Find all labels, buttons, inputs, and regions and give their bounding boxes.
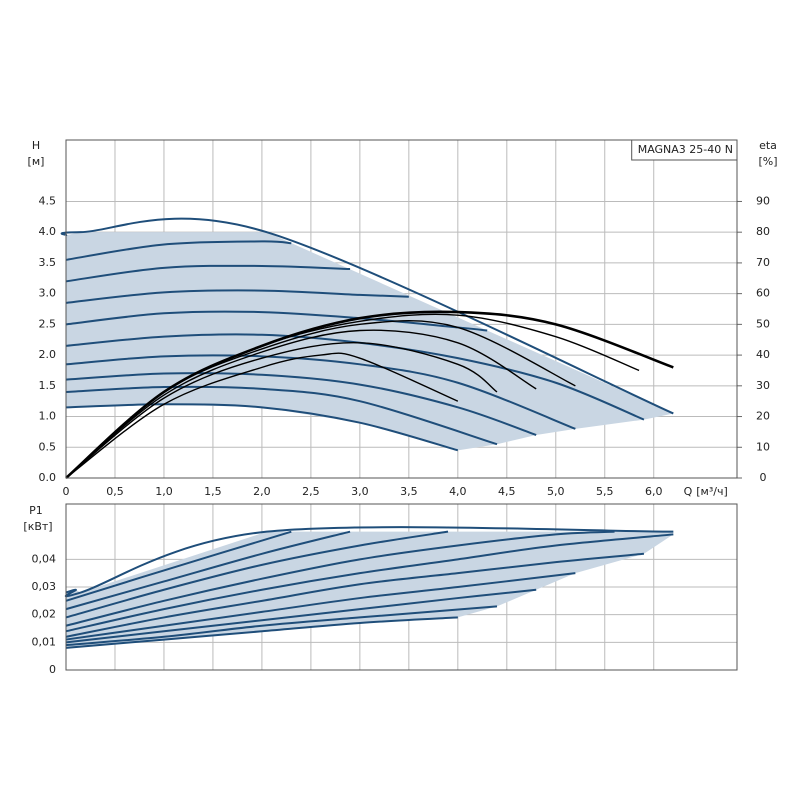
y2-axis-unit: [%]: [758, 155, 777, 168]
y2-tick-label: 40: [756, 348, 770, 361]
performance-curve: [65, 403, 459, 452]
performance-curve: [65, 530, 449, 619]
y-axis-label: P1: [29, 504, 43, 517]
y-tick-label: 3.5: [39, 256, 57, 269]
performance-curve: [64, 526, 674, 598]
x-tick-label: 5,0: [547, 485, 565, 498]
y2-tick-label: 70: [756, 256, 770, 269]
performance-curve: [60, 217, 674, 415]
y-tick-label: 0,04: [32, 552, 57, 565]
y-tick-label: 0.0: [39, 471, 57, 484]
performance-curve: [65, 588, 537, 644]
y2-axis-label: eta: [759, 139, 777, 152]
x-tick-label: 0: [63, 485, 70, 498]
y-tick-label: 1.5: [39, 379, 57, 392]
performance-curve: [65, 530, 351, 611]
y2-tick-label: 60: [756, 287, 770, 300]
y2-tick-label: 80: [756, 225, 770, 238]
plot-frame: [65, 139, 738, 479]
x-axis-unit: [м³/ч]: [696, 485, 728, 498]
y-tick-label: 3.0: [39, 287, 57, 300]
y-axis-unit: [м]: [28, 155, 45, 168]
x-tick-label: 4,5: [498, 485, 516, 498]
x-tick-label: 1,0: [155, 485, 173, 498]
y2-tick-label: 30: [756, 379, 770, 392]
operating-area: [66, 232, 674, 451]
x-tick-label: 5,5: [596, 485, 614, 498]
chart-title: MAGNA3 25-40 N: [638, 143, 733, 156]
x-tick-label: 4,0: [449, 485, 467, 498]
y2-tick-label: 0: [760, 471, 767, 484]
performance-curve: [65, 530, 615, 627]
y2-tick-label: 20: [756, 410, 770, 423]
efficiency-curve: [65, 329, 537, 479]
performance-curve: [65, 616, 458, 649]
x-tick-label: 2,0: [253, 485, 271, 498]
plot-frame: [65, 503, 738, 671]
x-tick-label: 0,5: [106, 485, 124, 498]
performance-curve: [65, 264, 351, 283]
x-tick-label: 3,0: [351, 485, 369, 498]
y-axis-unit: [кВт]: [23, 520, 52, 533]
efficiency-curve: [65, 352, 459, 479]
y-tick-label: 2.0: [39, 348, 57, 361]
y2-tick-label: 10: [756, 440, 770, 453]
y-tick-label: 0.5: [39, 440, 57, 453]
x-axis-label: Q: [684, 485, 693, 498]
performance-curve: [65, 533, 674, 633]
performance-curve: [65, 372, 537, 436]
y-tick-label: 0,01: [32, 635, 57, 648]
y2-tick-label: 90: [756, 194, 770, 207]
performance-curve: [65, 572, 576, 641]
y-tick-label: 2.5: [39, 317, 57, 330]
performance-curve: [65, 552, 645, 638]
y-tick-label: 0,02: [32, 608, 57, 621]
efficiency-curve: [65, 342, 498, 479]
performance-curve: [65, 289, 409, 304]
performance-curve: [65, 530, 292, 602]
title-box: [631, 139, 738, 161]
x-tick-label: 1,5: [204, 485, 222, 498]
y-tick-label: 4.0: [39, 225, 57, 238]
performance-curve: [65, 385, 498, 446]
y2-tick-label: 50: [756, 317, 770, 330]
x-tick-label: 3,5: [400, 485, 418, 498]
performance-curve: [65, 354, 576, 430]
y-tick-label: 4.5: [39, 194, 57, 207]
y-tick-label: 1.0: [39, 410, 57, 423]
performance-curve: [65, 605, 498, 647]
y-axis-label: H: [32, 139, 40, 152]
y-tick-label: 0: [49, 663, 56, 676]
efficiency-curve: [65, 320, 576, 479]
performance-curve: [65, 240, 292, 261]
x-tick-label: 6,0: [645, 485, 663, 498]
x-tick-label: 2,5: [302, 485, 320, 498]
y-tick-label: 0,03: [32, 580, 57, 593]
